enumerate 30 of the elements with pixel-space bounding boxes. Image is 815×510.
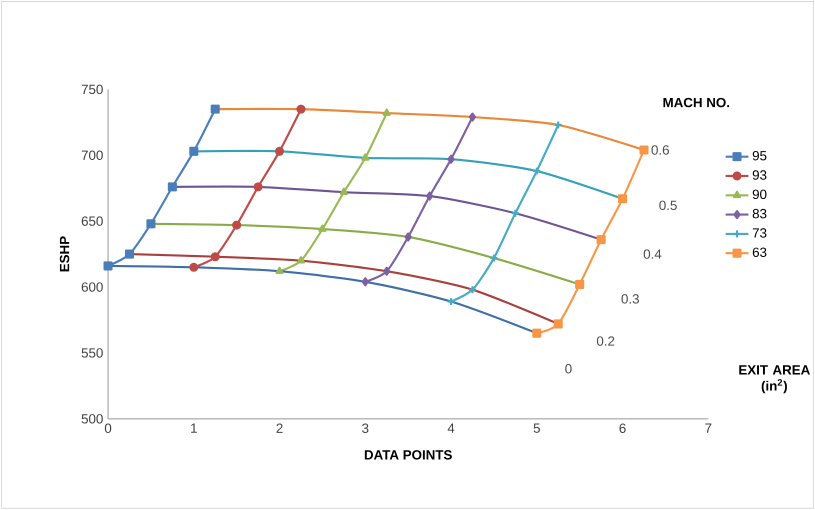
annotation: 0.6 [652,146,669,155]
annotation: MACH NO. [663,98,730,108]
annotation: 0 [565,364,572,374]
x-tick-label: 7 [705,424,712,433]
annotation: 0.5 [659,200,677,210]
x-tick-label: 0 [104,424,112,434]
y-tick-label: 500 [82,414,103,424]
x-axis-title: DATA POINTS [364,450,452,460]
x-tick-label: 2 [276,424,283,434]
x-tick-label: 5 [534,424,540,434]
y-axis-title: ESHP [60,236,70,272]
x-tick-label: 4 [448,424,454,433]
annotation: 0.2 [596,336,614,346]
x-tick-label: 6 [620,424,626,434]
legend-label: 95 [752,151,766,161]
legend-label: 83 [752,209,766,219]
y-tick-label: 700 [82,150,103,160]
legend-label: 73 [752,228,766,238]
y-tick-label: 650 [82,216,103,226]
legend-title: EXIT AREA (in$^{2}$) [739,366,810,394]
y-tick-label: 550 [82,348,103,358]
annotation: 0.4 [644,250,662,260]
y-tick-label: 750 [82,84,103,94]
legend-label: 63 [752,248,766,258]
x-tick-label: 3 [362,424,368,434]
x-tick-label: 1 [191,424,197,433]
annotation: 0.3 [622,294,639,304]
legend-label: 93 [752,170,766,180]
y-tick-label: 600 [82,282,103,292]
legend-label: 90 [752,190,766,200]
